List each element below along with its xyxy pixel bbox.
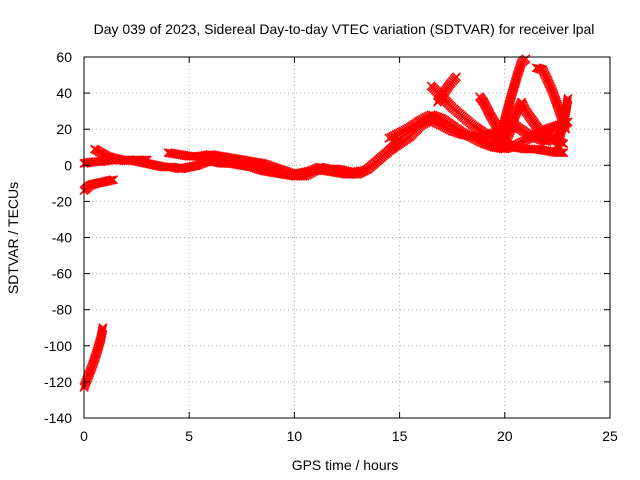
y-axis-title: SDTVAR / TECUs	[5, 182, 21, 294]
chart-title: Day 039 of 2023, Sidereal Day-to-day VTE…	[94, 21, 595, 37]
data-point	[107, 175, 117, 185]
data-point	[105, 175, 115, 186]
x-tick-label: 25	[602, 428, 618, 444]
data-series	[79, 175, 119, 196]
y-tick-label: -60	[52, 266, 72, 282]
y-tick-label: -140	[44, 410, 72, 426]
data-series	[489, 54, 531, 152]
data-series	[426, 81, 569, 158]
y-tick-label: -80	[52, 302, 72, 318]
data-marks	[79, 54, 573, 392]
axis-ticks: -140 -120 -100 -80 -60 -40 -20 0 20 40 60 0 5 10 15 20 2…	[44, 49, 618, 444]
y-tick-label: 20	[56, 121, 72, 137]
x-tick-label: 0	[80, 428, 88, 444]
data-point	[563, 93, 573, 104]
x-tick-label: 10	[287, 428, 303, 444]
y-tick-label: -120	[44, 374, 72, 390]
y-tick-label: 60	[56, 49, 72, 65]
x-tick-label: 20	[497, 428, 513, 444]
data-point	[451, 72, 461, 82]
y-tick-label: -100	[44, 338, 72, 354]
data-point	[521, 54, 531, 64]
data-point	[98, 324, 108, 335]
data-point	[98, 323, 108, 333]
data-point	[189, 161, 199, 171]
y-tick-label: -40	[52, 230, 72, 246]
data-series	[552, 93, 573, 152]
x-tick-label: 5	[185, 428, 193, 444]
data-point	[563, 95, 573, 105]
y-tick-label: -20	[52, 193, 72, 209]
data-point	[555, 148, 566, 158]
y-tick-label: 0	[64, 157, 72, 173]
x-axis-title: GPS time / hours	[292, 457, 399, 473]
x-tick-label: 15	[392, 428, 408, 444]
y-tick-label: 40	[56, 85, 72, 101]
data-point	[108, 175, 119, 185]
